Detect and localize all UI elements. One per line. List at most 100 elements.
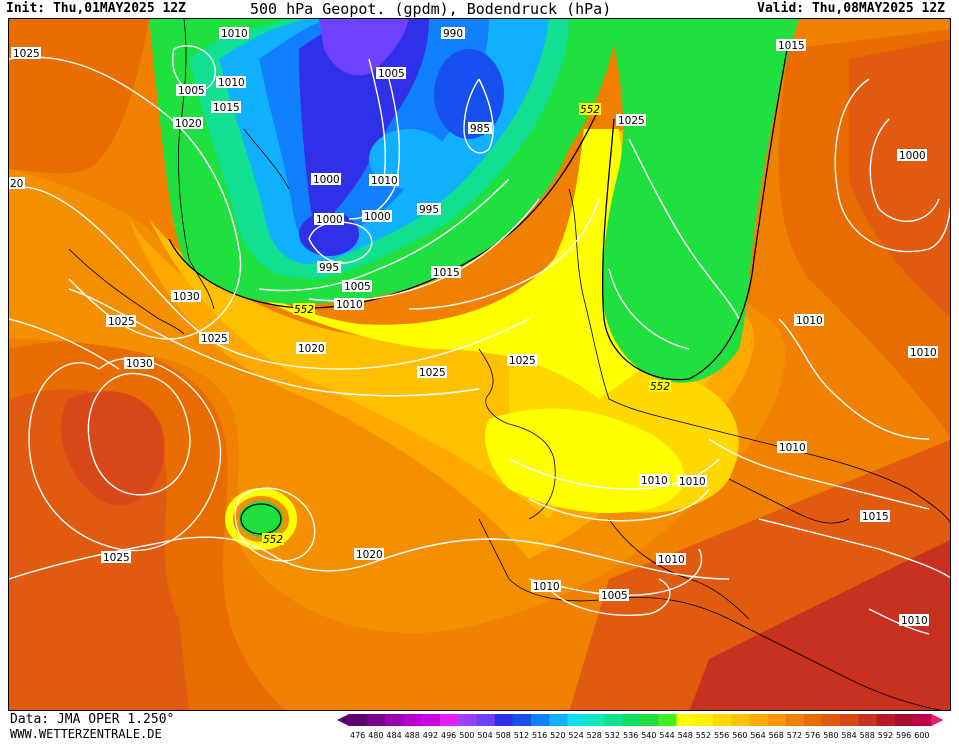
svg-text:1000: 1000 [316, 214, 343, 226]
isobar-label: 1030 [171, 290, 201, 303]
legend-swatch [767, 714, 787, 726]
legend-value: 544 [659, 731, 674, 740]
legend-value: 508 [496, 731, 511, 740]
init-time: Init: Thu,01MAY2025 12Z [6, 1, 187, 16]
isobar-label: 1000 [314, 213, 344, 226]
svg-text:1010: 1010 [658, 554, 685, 566]
svg-text:1010: 1010 [910, 347, 937, 359]
geopotential-label: 552 [293, 303, 315, 316]
isobar-label: 1000 [897, 149, 927, 162]
svg-text:1025: 1025 [419, 367, 446, 379]
svg-text:1025: 1025 [103, 552, 130, 564]
weather-map: 1025 1010 1005 1010 1015 1020 990 1005 9… [8, 18, 951, 711]
isobar-label: 1020 [354, 548, 384, 561]
legend-value: 536 [623, 731, 638, 740]
isobar-label: 1005 [376, 67, 406, 80]
color-legend: 476 480 484 488 492 496 500 504 508 512 516 520 524 5… [335, 712, 957, 741]
svg-text:1005: 1005 [378, 68, 405, 80]
svg-text:1010: 1010 [371, 175, 398, 187]
legend-swatch [804, 714, 823, 726]
legend-swatch [476, 714, 496, 726]
geopotential-label: 552 [262, 533, 284, 546]
svg-text:1020: 1020 [298, 343, 325, 355]
isobar-label: 1010 [777, 441, 807, 454]
isobar-label: 1005 [176, 84, 206, 97]
isobar-label: 1005 [599, 589, 629, 602]
svg-text:1025: 1025 [108, 316, 135, 328]
isobar-label: 1015 [211, 101, 241, 114]
legend-swatch [822, 714, 841, 726]
isobar-label: 1000 [311, 173, 341, 186]
legend-swatch [622, 714, 641, 726]
legend-swatch [603, 714, 623, 726]
svg-text:1025: 1025 [618, 115, 645, 127]
legend-swatch [440, 714, 459, 726]
legend-swatch [676, 714, 696, 726]
isobar-label: 1010 [334, 298, 364, 311]
legend-swatch [421, 714, 441, 726]
legend-swatch [658, 714, 678, 726]
legend-value: 484 [386, 731, 401, 740]
svg-text:985: 985 [470, 123, 490, 135]
legend-value: 572 [787, 731, 802, 740]
legend-value: 532 [605, 731, 620, 740]
legend-value: 540 [641, 731, 656, 740]
isobar-label: 1010 [531, 580, 561, 593]
legend-swatch [785, 714, 805, 726]
svg-text:1030: 1030 [173, 291, 200, 303]
legend-value: 476 [350, 731, 365, 740]
svg-text:1015: 1015 [862, 511, 889, 523]
legend-swatch [640, 714, 659, 726]
legend-swatch [512, 714, 532, 726]
website-link[interactable]: WWW.WETTERZENTRALE.DE [10, 727, 162, 741]
legend-value: 596 [896, 731, 911, 740]
isobar-label: 1025 [11, 47, 41, 60]
isobar-label: 1015 [431, 266, 461, 279]
geopotential-label: 552 [579, 103, 601, 116]
isobar-label: 1010 [794, 314, 824, 327]
legend-value: 492 [423, 731, 438, 740]
legend-value: 552 [696, 731, 711, 740]
svg-text:1010: 1010 [679, 476, 706, 488]
valid-time: Valid: Thu,08MAY2025 12Z [757, 1, 945, 16]
legend-value: 584 [841, 731, 856, 740]
isobar-label: 1010 [639, 474, 669, 487]
legend-value: 488 [405, 731, 420, 740]
legend-swatch [713, 714, 732, 726]
isobar-label: 1015 [860, 510, 890, 523]
legend-swatch [895, 714, 914, 726]
isobar-label: 1005 [342, 280, 372, 293]
legend-value: 560 [732, 731, 747, 740]
svg-text:1010: 1010 [796, 315, 823, 327]
legend-swatch [840, 714, 860, 726]
legend-value: 568 [769, 731, 784, 740]
geopotential-label: 552 [649, 380, 671, 393]
svg-text:1030: 1030 [126, 358, 153, 370]
isobar-label: 995 [317, 261, 341, 274]
svg-text:1000: 1000 [364, 211, 391, 223]
isobar-label: 1025 [106, 315, 136, 328]
isobar-label: 1010 [216, 76, 246, 89]
legend-swatch [349, 714, 368, 726]
legend-swatch [458, 714, 477, 726]
isobar-label: 1010 [369, 174, 399, 187]
isobar-label: 1025 [616, 114, 646, 127]
isobar-label: 1020 [296, 342, 326, 355]
isobar-label: 985 [468, 122, 492, 135]
svg-text:1010: 1010 [641, 475, 668, 487]
legend-swatch [367, 714, 386, 726]
legend-value: 520 [550, 731, 565, 740]
isobar-label: 1025 [101, 551, 131, 564]
svg-text:1010: 1010 [221, 28, 248, 40]
svg-text:1005: 1005 [178, 85, 205, 97]
svg-text:1015: 1015 [778, 40, 805, 52]
legend-value: 556 [714, 731, 729, 740]
svg-text:995: 995 [419, 204, 439, 216]
svg-text:1025: 1025 [509, 355, 536, 367]
svg-text:552: 552 [650, 381, 670, 393]
svg-text:20: 20 [10, 178, 23, 190]
legend-arrow-left [337, 714, 349, 726]
isobar-label: 1025 [417, 366, 447, 379]
chart-title: 500 hPa Geopot. (gpdm), Bodendruck (hPa) [250, 0, 612, 18]
header: Init: Thu,01MAY2025 12Z 500 hPa Geopot. … [0, 0, 959, 18]
